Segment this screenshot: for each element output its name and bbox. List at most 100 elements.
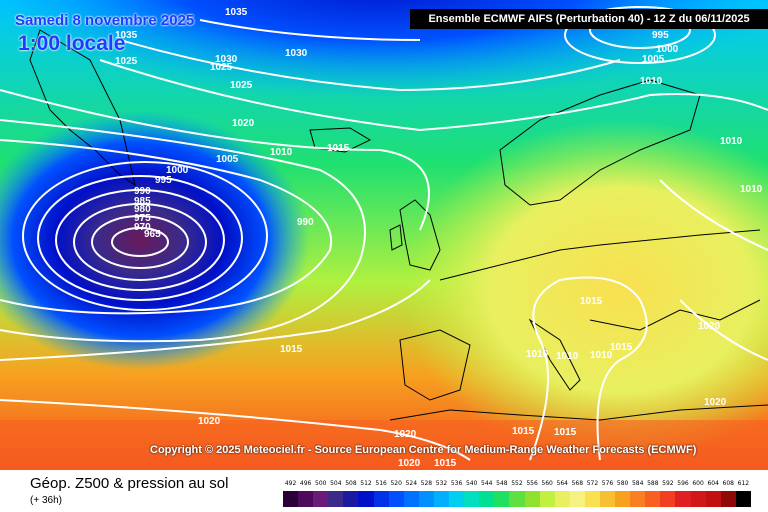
scale-value: 544 <box>481 480 493 487</box>
isobar-label: 1005 <box>216 154 239 165</box>
isobar-980 <box>55 189 225 291</box>
iceland-coast <box>309 127 372 153</box>
map-canvas: 1035 1035 1025 1030 1025 1030 1025 1020 … <box>0 0 768 470</box>
legend-title: Géop. Z500 & pression au sol <box>30 475 229 492</box>
scale-swatch <box>479 491 495 507</box>
scale-swatch <box>660 491 676 507</box>
greenland-coast <box>29 29 136 187</box>
isobar-970 <box>91 215 189 269</box>
coastlines <box>29 29 768 421</box>
scale-value: 504 <box>330 480 342 487</box>
isobar-label: 1005 <box>642 54 665 65</box>
local-time: 1:00 locale <box>18 32 126 55</box>
color-scale-bar <box>283 491 751 507</box>
isobar-1005 <box>0 89 430 231</box>
legend-subtitle: (+ 36h) <box>30 495 62 506</box>
isobar-label: 1015 <box>554 427 577 438</box>
isobar-label: 1010 <box>270 147 293 158</box>
weather-map: 1035 1035 1025 1030 1025 1030 1025 1020 … <box>0 0 768 470</box>
scale-value: 608 <box>722 480 734 487</box>
isobar-label: 1025 <box>210 62 233 73</box>
scale-value: 532 <box>435 480 448 487</box>
isobar-label: 965 <box>144 229 161 240</box>
isobar-label: 975 <box>134 213 151 224</box>
scale-swatch <box>554 491 570 507</box>
scale-swatch <box>433 491 450 507</box>
isobar-1010-e <box>659 179 768 251</box>
color-scale: 492 496 500 504 508 512 516 520 524 528 532 536 540 5… <box>283 480 751 508</box>
isobar-label: 1010 <box>740 184 763 195</box>
scale-value: 612 <box>737 480 750 487</box>
scale-swatch <box>675 491 691 507</box>
isobar-label: 990 <box>134 186 151 197</box>
scale-value: 492 <box>284 480 297 487</box>
scale-value: 580 <box>616 480 629 487</box>
isobar-label: 1035 <box>225 7 248 18</box>
isobar-1030-n <box>199 19 421 41</box>
black-sea-line <box>589 299 761 331</box>
southern-field <box>0 420 768 470</box>
scale-value: 516 <box>375 480 387 487</box>
isobar-990 <box>22 161 268 311</box>
isobar-995 <box>0 139 333 315</box>
copyright-notice: Copyright © 2025 Meteociel.fr - Source E… <box>150 444 697 456</box>
isobar-1015-c <box>529 276 648 461</box>
isobar-label: 1015 <box>434 458 457 469</box>
scale-value: 556 <box>526 480 538 487</box>
scale-swatch <box>403 491 419 507</box>
isobar-label: 1035 <box>115 30 138 41</box>
scale-swatch <box>720 491 736 507</box>
isobar-labels: 1035 1035 1025 1030 1025 1030 1025 1020 … <box>115 7 763 469</box>
scale-swatch <box>569 491 585 507</box>
scale-value: 508 <box>345 480 357 487</box>
isobar-label: 1020 <box>232 118 255 129</box>
scale-swatch <box>388 491 404 507</box>
color-scale-labels: 492 496 500 504 508 512 516 520 524 528 532 536 540 5… <box>283 480 751 490</box>
scale-swatch <box>449 491 465 507</box>
isobar-1020-w <box>0 399 471 461</box>
isobar-label: 1010 <box>556 351 579 362</box>
scale-value: 560 <box>541 480 553 487</box>
isobar-1000-n <box>564 6 716 64</box>
iberia-coast <box>399 329 471 401</box>
scale-swatch <box>524 491 540 507</box>
scale-value: 524 <box>405 480 418 487</box>
isobar-label: 1015 <box>280 344 303 355</box>
isobar-label: 1010 <box>590 350 613 361</box>
isobar-label: 1030 <box>285 48 308 59</box>
scale-swatch <box>298 491 314 507</box>
scale-value: 600 <box>692 480 704 487</box>
isobar-label: 1025 <box>230 80 253 91</box>
isobar-label: 1020 <box>698 321 721 332</box>
isobar-1015-w <box>0 279 431 361</box>
british-isles-coast <box>399 199 441 271</box>
forecast-date: Samedi 8 novembre 2025 <box>15 12 195 29</box>
scale-value: 588 <box>647 480 659 487</box>
isobar-1000 <box>0 119 366 343</box>
ridge-europe <box>400 120 768 460</box>
scale-value: 568 <box>571 480 584 487</box>
scale-swatch <box>735 491 751 507</box>
isobar-label: 970 <box>134 222 151 233</box>
isobar-975 <box>73 203 207 281</box>
scale-swatch <box>705 491 721 507</box>
ireland-coast <box>389 224 403 251</box>
scale-value: 572 <box>586 480 599 487</box>
scale-swatch <box>358 491 374 507</box>
scale-swatch <box>630 491 646 507</box>
scale-swatch <box>313 491 329 507</box>
north-africa-coast <box>389 404 768 421</box>
scale-swatch <box>584 491 600 507</box>
scale-swatch <box>464 491 480 507</box>
isobar-label: 1015 <box>580 296 603 307</box>
scale-value: 596 <box>677 480 689 487</box>
scale-value: 592 <box>662 480 674 487</box>
legend-footer: Géop. Z500 & pression au sol (+ 36h) 492… <box>0 470 768 512</box>
isobar-label: 1015 <box>512 426 535 437</box>
isobar-label: 1000 <box>656 44 679 55</box>
isobar-1010 <box>99 59 768 132</box>
scale-value: 576 <box>601 480 614 487</box>
isobar-label: 985 <box>134 196 151 207</box>
isobar-965 <box>111 227 169 257</box>
scale-swatch <box>343 491 359 507</box>
